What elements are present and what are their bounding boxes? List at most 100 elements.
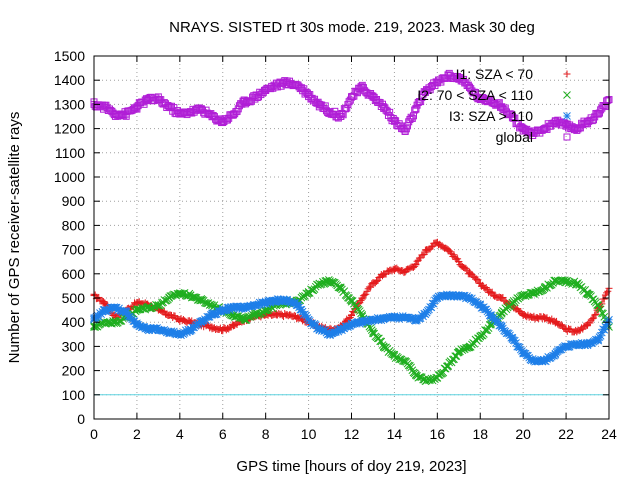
series-3-point-8: [176, 110, 184, 118]
series-3-trail-mark: [572, 124, 580, 132]
series-3-point-18: [283, 79, 291, 87]
series-2-point-32: [433, 294, 442, 302]
series-3-trail-mark: [247, 97, 255, 105]
series-1-trail-mark: [589, 295, 598, 304]
series-0-point-34: [455, 258, 463, 266]
y-tick-label: 200: [62, 363, 86, 379]
y-tick-label: 900: [62, 193, 86, 209]
series-2-point-17: [272, 296, 281, 305]
series-2-point-5: [143, 325, 152, 334]
series-3-trail-mark: [432, 78, 440, 86]
legend-marker: [563, 112, 571, 120]
x-tick-label: 18: [472, 426, 488, 442]
series-1-point-44: [562, 277, 570, 285]
series-0-trail-mark: [592, 310, 600, 318]
series-3-point-11: [208, 113, 216, 120]
series-3-point-32: [433, 79, 441, 87]
series-3-point-33: [444, 71, 452, 79]
series-0-trail-mark: [462, 264, 470, 272]
series-2-point-33: [444, 291, 452, 300]
series-2-point-47: [594, 335, 603, 343]
series-0-trail-mark: [450, 251, 458, 259]
series-1-trail-mark: [366, 324, 375, 333]
series-2-point-3: [122, 308, 131, 317]
series-3-trail-mark: [395, 120, 403, 128]
series-3-trail-mark: [368, 92, 376, 100]
series-1-point-39: [508, 298, 517, 307]
series-3-point-43: [551, 117, 559, 125]
series-0-trail-mark: [588, 315, 596, 323]
series-0-trail-mark: [367, 283, 375, 291]
series-1-trail-mark: [146, 304, 154, 313]
series-3-trail-mark: [600, 102, 608, 110]
series-1-point-10: [197, 296, 206, 305]
series-3-point-47: [594, 110, 602, 118]
y-tick-label: 1100: [55, 145, 85, 161]
y-tick-label: 1000: [54, 169, 85, 185]
series-3-trail-mark: [604, 96, 612, 104]
series-2-point-46: [583, 340, 592, 348]
x-tick-label: 4: [176, 426, 184, 442]
x-tick-label: 14: [387, 426, 403, 442]
chart-title: NRAYS. SISTED rt 30s mode. 219, 2023. Ma…: [169, 19, 535, 36]
series-3-point-36: [476, 96, 484, 104]
series-1-point-46: [583, 289, 592, 298]
series-0-point-30: [412, 260, 420, 268]
series-2-point-34: [454, 291, 463, 300]
series-0-trail-mark: [488, 288, 496, 296]
series-3-trail-mark: [152, 94, 160, 102]
series-2-point-43: [551, 349, 560, 358]
series-3-trail-mark: [296, 85, 304, 93]
series-2-trail-mark: [601, 323, 610, 331]
series-2-point-16: [261, 298, 270, 307]
legend-marker: [563, 133, 571, 141]
y-tick-label: 600: [62, 266, 86, 282]
series-1-point-5: [143, 303, 152, 312]
series-2-point-20: [304, 315, 313, 324]
series-1-point-8: [175, 289, 184, 298]
series-3-trail-mark: [336, 110, 344, 118]
x-tick-label: 12: [344, 426, 360, 442]
series-3-trail-mark: [255, 93, 263, 101]
series-0-trail-mark: [557, 321, 565, 329]
y-tick-label: 500: [62, 290, 86, 306]
series-2-point-8: [175, 330, 184, 339]
series-3-trail-mark: [495, 99, 503, 107]
series-3-trail-mark: [309, 97, 317, 105]
series-0-trail-mark: [591, 311, 599, 319]
series-2-point-24: [347, 320, 356, 329]
series-0-point-25: [358, 294, 366, 302]
series-3-point-45: [573, 125, 581, 133]
series-2-point-38: [497, 323, 506, 331]
series-3-trail-mark: [206, 111, 214, 119]
series-3-point-42: [541, 125, 549, 133]
series-2-point-27: [379, 314, 388, 323]
series-3-point-27: [380, 103, 388, 111]
series-1-point-26: [369, 328, 377, 336]
legend-label: I2: 70 < SZA < 110: [417, 87, 533, 103]
legend-marker: [563, 70, 571, 78]
series-3-trail-mark: [224, 116, 232, 124]
series-1-point-22: [326, 277, 334, 285]
series-3-point-2: [111, 110, 119, 118]
series-3-trail-mark: [303, 89, 311, 97]
series-1-point-21: [315, 279, 324, 288]
series-0-point-12: [219, 325, 227, 333]
series-0-point-38: [498, 294, 506, 302]
series-2-point-13: [229, 303, 238, 312]
series-0-point-29: [401, 267, 409, 275]
series-3-trail-mark: [120, 111, 128, 119]
series-1-point-43: [551, 277, 560, 285]
series-1-point-28: [390, 352, 399, 360]
series-3-point-24: [348, 93, 355, 101]
series-3-trail-mark: [167, 102, 175, 110]
series-3-point-28: [390, 117, 398, 125]
series-3-trail-mark: [542, 124, 550, 132]
series-2-point-4: [133, 320, 141, 329]
y-tick-label: 1300: [54, 96, 85, 112]
y-tick-label: 800: [62, 217, 86, 233]
y-tick-label: 300: [62, 338, 86, 354]
series-3-point-23: [337, 113, 345, 120]
series-0-trail-mark: [427, 243, 435, 251]
series-1-point-45: [572, 279, 581, 288]
